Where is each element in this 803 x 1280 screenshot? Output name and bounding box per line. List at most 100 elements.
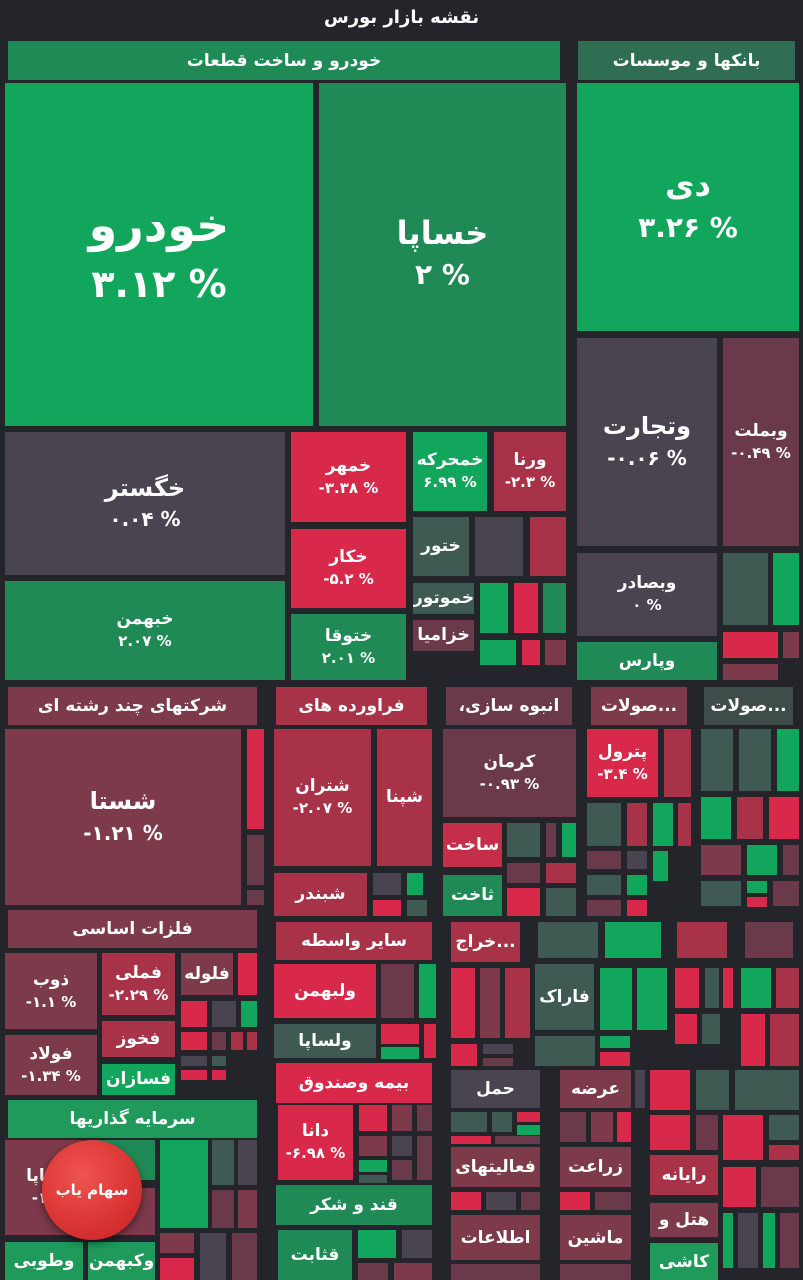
stock-tile-foolad[interactable]: فولاد -۱.۳۴ % [5,1035,97,1095]
stock-tile-unlabeled[interactable] [394,1263,432,1280]
stock-tile-unlabeled[interactable] [723,1167,756,1207]
stock-tile-khgostar[interactable]: خگستر ۰.۰۴ % [5,432,285,575]
stock-tile-unlabeled[interactable] [373,873,401,895]
stock-tile-khsapa[interactable]: خساپا ۲ % [319,83,566,426]
sector-header-information[interactable]: اطلاعات [451,1215,540,1260]
stock-tile-sakht[interactable]: ساخت [443,823,502,867]
stock-tile-unlabeled[interactable] [359,1105,387,1131]
stock-tile-unlabeled[interactable] [181,1001,207,1027]
sector-header-insurance[interactable]: بیمه وصندوق [276,1063,432,1103]
stock-tile-unlabeled[interactable] [664,729,691,797]
stock-tile-unlabeled[interactable] [723,553,768,625]
stock-tile-farak[interactable]: فاراک [535,964,594,1030]
stock-tile-unlabeled[interactable] [701,729,733,791]
stock-tile-unlabeled[interactable] [480,968,500,1038]
stock-tile-dey[interactable]: دی ۳.۲۶ % [577,83,799,331]
stock-tile-khbahman[interactable]: خبهمن ۲.۰۷ % [5,581,285,680]
stock-tile-unlabeled[interactable] [560,1112,586,1142]
stock-tile-unlabeled[interactable] [522,640,540,665]
stock-tile-unlabeled[interactable] [723,664,778,680]
stock-tile-unlabeled[interactable] [627,851,647,869]
stock-tile-unlabeled[interactable] [241,1001,257,1027]
stock-tile-unlabeled[interactable] [417,1105,432,1131]
stock-tile-unlabeled[interactable] [763,1213,775,1268]
stock-tile-unlabeled[interactable] [402,1230,432,1258]
stock-tile-unlabeled[interactable] [635,1070,645,1108]
sector-header-transport[interactable]: حمل [451,1070,540,1108]
stock-tile-unlabeled[interactable] [521,1192,540,1210]
sector-header-multi[interactable]: شرکتهای چند رشته ای [8,687,257,725]
stock-tile-unlabeled[interactable] [238,953,257,995]
stock-tile-khmotor[interactable]: خموتور [413,583,474,614]
stock-tile-unlabeled[interactable] [538,922,598,958]
stock-tile-unlabeled[interactable] [773,881,799,906]
stock-tile-unlabeled[interactable] [591,1112,613,1142]
sector-header-auto[interactable]: خودرو و ساخت قطعات [8,41,560,80]
stock-tile-unlabeled[interactable] [769,1145,799,1160]
stock-tile-unlabeled[interactable] [677,922,727,958]
stock-tile-shasta[interactable]: شستا -۱.۲۱ % [5,729,241,905]
stock-tile-unlabeled[interactable] [587,803,621,846]
stock-tile-vpars[interactable]: وپارس [577,642,717,680]
stock-tile-unlabeled[interactable] [783,845,799,875]
sector-header-machinery[interactable]: ماشین [560,1215,631,1260]
stock-tile-unlabeled[interactable] [587,875,621,895]
stock-tile-vtejarat[interactable]: وتجارت -۰.۰۶ % [577,338,717,546]
stock-tile-unlabeled[interactable] [761,1167,799,1207]
stock-tile-unlabeled[interactable] [358,1263,388,1280]
stock-tile-khkar[interactable]: خکار -۵.۲ % [291,529,406,608]
stock-tile-vlsapa[interactable]: ولساپا [274,1024,376,1058]
stock-tile-unlabeled[interactable] [231,1032,243,1050]
stock-tile-unlabeled[interactable] [535,1036,595,1066]
stock-tile-unlabeled[interactable] [232,1233,257,1280]
stock-tile-unlabeled[interactable] [650,1070,690,1110]
stock-tile-unlabeled[interactable] [737,797,763,839]
stock-tile-unlabeled[interactable] [160,1258,194,1280]
stock-tile-unlabeled[interactable] [546,888,576,916]
stock-tile-vbmellat[interactable]: وبملت -۰.۴۹ % [723,338,799,546]
stock-tile-unlabeled[interactable] [200,1233,226,1280]
stock-tile-unlabeled[interactable] [747,881,767,893]
stock-tile-unlabeled[interactable] [530,517,566,576]
stock-tile-unlabeled[interactable] [562,823,576,857]
stock-tile-unlabeled[interactable] [705,968,719,1008]
sector-header-construction[interactable]: انبوه سازی، [446,687,572,725]
stock-tile-sabet[interactable]: قثابت [278,1230,352,1280]
stock-tile-unlabeled[interactable] [160,1140,208,1228]
stock-tile-fsazan[interactable]: فسازان [102,1064,175,1095]
stock-tile-unlabeled[interactable] [517,1125,540,1135]
stock-tile-unlabeled[interactable] [247,890,264,905]
sector-header-activities[interactable]: فعالیتهای [451,1147,540,1187]
stock-tile-unlabeled[interactable] [451,1044,477,1066]
stock-tile-unlabeled[interactable] [546,823,556,857]
stock-tile-unlabeled[interactable] [505,968,530,1038]
stock-tile-unlabeled[interactable] [392,1105,412,1131]
stock-tile-unlabeled[interactable] [650,1115,690,1150]
stock-tile-unlabeled[interactable] [696,1115,718,1150]
stock-tile-unlabeled[interactable] [181,1032,207,1050]
stock-tile-unlabeled[interactable] [595,1192,631,1210]
stock-tile-sakht2[interactable]: ثاخت [443,875,502,916]
stock-tile-unlabeled[interactable] [495,1136,540,1144]
stock-tile-unlabeled[interactable] [451,1264,540,1280]
stock-tile-shetran[interactable]: شتران -۲.۰۷ % [274,729,371,866]
stock-tile-unlabeled[interactable] [696,1070,729,1110]
stock-tile-unlabeled[interactable] [587,900,621,916]
stock-tile-unlabeled[interactable] [745,922,793,958]
stock-tile-unlabeled[interactable] [381,1024,419,1044]
stock-tile-unlabeled[interactable] [517,1112,540,1122]
sector-header-products-1[interactable]: ...صولات [591,687,687,725]
stock-tile-unlabeled[interactable] [776,968,799,1008]
stock-tile-unlabeled[interactable] [675,1014,697,1044]
stock-tile-dana[interactable]: دانا -۶.۹۸ % [278,1105,353,1180]
stock-tile-unlabeled[interactable] [560,1264,631,1280]
stock-tile-unlabeled[interactable] [675,968,699,1008]
stock-tile-unlabeled[interactable] [417,1136,432,1180]
stock-tile-vlbahman[interactable]: ولبهمن [274,964,376,1018]
sector-header-metals[interactable]: فلزات اساسی [8,910,257,948]
stock-tile-unlabeled[interactable] [492,1112,512,1132]
stock-tile-vkbahman[interactable]: وکبهمن [88,1242,155,1280]
stock-tile-unlabeled[interactable] [212,1032,226,1050]
stock-tile-unlabeled[interactable] [424,1024,436,1058]
stock-tile-unlabeled[interactable] [212,1140,234,1185]
